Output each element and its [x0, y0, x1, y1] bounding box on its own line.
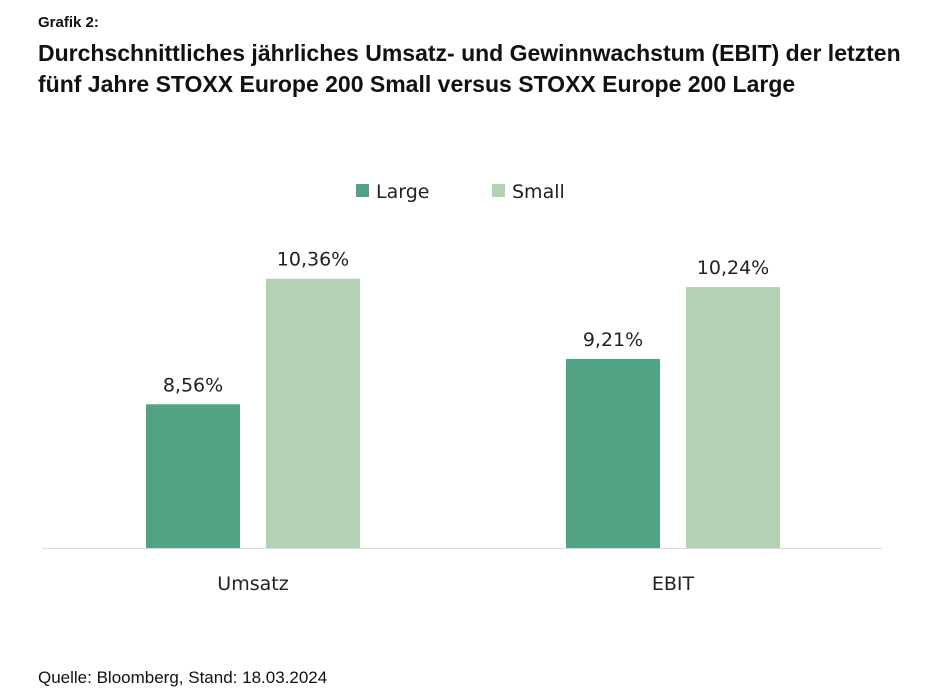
bar-small-ebit: [686, 287, 780, 548]
legend-swatch-small: [492, 184, 505, 197]
legend-swatch-large: [356, 184, 369, 197]
chart-pretitle: Grafik 2:: [38, 14, 99, 31]
bar-large-umsatz: [146, 404, 240, 548]
category-label: Umsatz: [217, 573, 288, 595]
data-label: 8,56%: [163, 374, 223, 396]
data-label: 10,36%: [277, 249, 349, 271]
data-label: 10,24%: [697, 257, 769, 279]
category-label: EBIT: [652, 573, 695, 595]
bar-large-ebit: [566, 358, 660, 548]
legend-label: Small: [512, 181, 565, 203]
legend-label: Large: [376, 181, 429, 203]
chart-title: Durchschnittliches jährliches Umsatz- un…: [38, 40, 901, 97]
bar-small-umsatz: [266, 278, 360, 548]
source-note: Quelle: Bloomberg, Stand: 18.03.2024: [38, 668, 328, 687]
data-label: 9,21%: [583, 329, 643, 351]
